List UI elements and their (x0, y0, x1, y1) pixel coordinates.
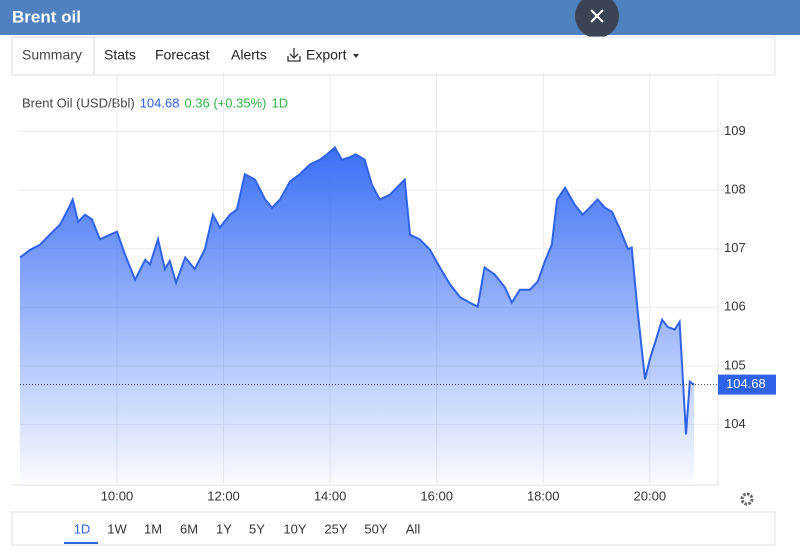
range-button[interactable]: 5Y (249, 521, 265, 536)
range-button[interactable]: 1Y (216, 521, 232, 536)
x-tick-label: 10:00 (101, 488, 134, 503)
x-tick-label: 12:00 (207, 488, 240, 503)
tab[interactable]: Export (306, 47, 347, 63)
range-button[interactable]: 50Y (364, 521, 387, 536)
tab[interactable]: Summary (22, 47, 82, 63)
y-tick-label: 108 (724, 182, 746, 197)
x-tick-label: 20:00 (634, 488, 667, 503)
price-line (19, 145, 695, 435)
tab[interactable]: Alerts (231, 47, 267, 63)
header-bar (0, 0, 800, 35)
tab-selected-bg (11, 36, 95, 76)
range-button[interactable]: 6M (180, 521, 198, 536)
range-bar (11, 511, 776, 546)
range-button[interactable]: 1D (74, 521, 91, 536)
tab[interactable]: Forecast (155, 47, 210, 63)
quote-name: Brent Oil (USD/Bbl) (22, 95, 135, 110)
x-tick-label: 14:00 (314, 488, 347, 503)
y-tick-label: 104 (724, 416, 746, 431)
settings-icon[interactable] (740, 492, 754, 506)
range-button[interactable]: All (406, 521, 421, 536)
y-tick-label: 107 (724, 240, 746, 255)
range-button[interactable]: 25Y (324, 521, 347, 536)
export-icon (287, 48, 301, 62)
current-price-box (718, 374, 776, 395)
x-tick-label: 16:00 (420, 488, 453, 503)
quote-price: 104.68 (140, 95, 180, 110)
x-tick-label: 18:00 (527, 488, 560, 503)
tab[interactable]: Stats (104, 47, 136, 63)
area-fill (20, 147, 694, 483)
range-button[interactable]: 1M (144, 521, 162, 536)
y-tick-label: 106 (724, 299, 746, 314)
current-price-label: 104.68 (726, 376, 766, 391)
y-tick-label: 109 (724, 123, 746, 138)
range-button[interactable]: 10Y (283, 521, 306, 536)
range-button[interactable]: 1W (107, 521, 127, 536)
quote-period: 1D (272, 95, 289, 110)
header-title: Brent oil (12, 7, 81, 26)
tab-bar (11, 36, 776, 76)
quote-change: 0.36 (+0.35%) (184, 95, 266, 110)
export-caret (353, 54, 359, 58)
y-tick-label: 105 (724, 357, 746, 372)
close-button[interactable] (575, 0, 619, 38)
